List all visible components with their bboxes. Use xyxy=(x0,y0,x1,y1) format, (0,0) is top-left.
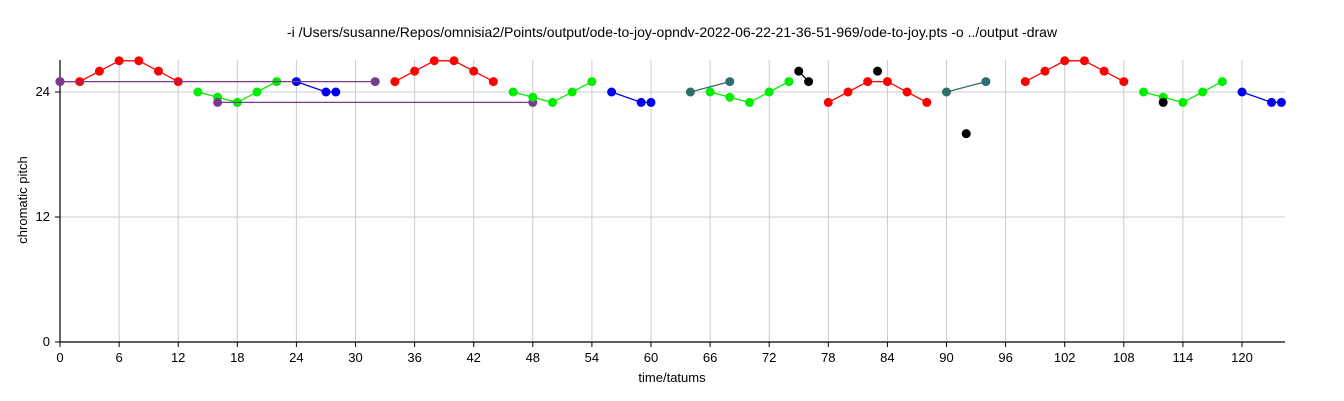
y-tick-label: 12 xyxy=(36,209,50,224)
x-tick-label: 6 xyxy=(115,350,122,365)
data-point xyxy=(607,87,617,97)
x-tick-label: 0 xyxy=(56,350,63,365)
data-point xyxy=(55,77,65,87)
series-line xyxy=(1024,60,1125,83)
x-tick-label: 12 xyxy=(171,350,185,365)
data-point xyxy=(705,87,715,97)
data-point xyxy=(646,97,656,107)
data-point xyxy=(370,77,380,87)
data-point xyxy=(1217,77,1227,87)
data-point xyxy=(193,87,203,97)
data-point xyxy=(784,77,794,87)
x-tick-label: 84 xyxy=(880,350,894,365)
data-point xyxy=(429,56,439,66)
data-point xyxy=(873,66,883,76)
x-tick-label: 36 xyxy=(407,350,421,365)
data-point xyxy=(685,87,695,97)
data-point xyxy=(1276,97,1286,107)
x-tick-label: 42 xyxy=(466,350,480,365)
data-point xyxy=(567,87,577,97)
data-point xyxy=(1198,87,1208,97)
data-point xyxy=(114,56,124,66)
data-point xyxy=(1079,56,1089,66)
chart-title: -i /Users/susanne/Repos/omnisia2/Points/… xyxy=(287,24,1058,40)
data-point xyxy=(331,87,341,97)
x-axis-label: time/tatums xyxy=(638,370,706,385)
data-point xyxy=(804,77,814,87)
data-point xyxy=(528,92,538,102)
data-point xyxy=(213,97,223,107)
data-point xyxy=(469,66,479,76)
data-point xyxy=(1099,66,1109,76)
x-tick-label: 108 xyxy=(1113,350,1135,365)
data-point xyxy=(1158,97,1168,107)
data-point xyxy=(134,56,144,66)
data-point xyxy=(1237,87,1247,97)
x-tick-label: 96 xyxy=(998,350,1012,365)
series-line xyxy=(394,60,494,83)
data-point xyxy=(942,87,951,97)
y-axis-label: chromatic pitch xyxy=(15,156,30,243)
x-ticks: 0 6 12 18 24 30 36 42 48 54 60 66 72 78 84 90 96 102 108 11… xyxy=(56,342,1253,365)
series-line xyxy=(946,80,987,93)
y-tick-label: 24 xyxy=(36,84,50,99)
data-point xyxy=(1020,77,1030,87)
data-point xyxy=(548,97,557,107)
x-tick-label: 114 xyxy=(1173,350,1194,365)
x-tick-label: 30 xyxy=(348,350,362,365)
data-point xyxy=(902,87,912,97)
x-tick-label: 54 xyxy=(585,350,599,365)
x-tick-label: 78 xyxy=(821,350,835,365)
data-point xyxy=(764,87,774,97)
data-point xyxy=(823,97,833,107)
data-point xyxy=(252,87,262,97)
data-point xyxy=(745,97,754,107)
grid xyxy=(60,60,1285,342)
series-line xyxy=(690,80,730,93)
data-point xyxy=(981,77,991,87)
y-tick-label: 0 xyxy=(43,334,50,349)
x-tick-label: 90 xyxy=(939,350,953,365)
data-point xyxy=(488,77,498,87)
series-group xyxy=(55,56,1286,139)
data-point xyxy=(94,66,104,76)
data-point xyxy=(390,77,400,87)
data-point xyxy=(882,77,892,87)
data-point xyxy=(410,66,420,76)
data-point xyxy=(587,77,597,87)
axes xyxy=(59,60,1285,343)
x-tick-label: 60 xyxy=(644,350,658,365)
data-point xyxy=(1119,77,1129,87)
data-point xyxy=(449,56,459,66)
y-ticks: 0 12 24 xyxy=(36,84,60,349)
data-point xyxy=(725,92,735,102)
data-point xyxy=(843,87,853,97)
data-point xyxy=(863,77,873,87)
data-point xyxy=(1139,87,1148,97)
x-tick-label: 48 xyxy=(526,350,540,365)
x-tick-label: 120 xyxy=(1231,350,1253,365)
data-point xyxy=(1060,56,1070,66)
data-point xyxy=(1040,66,1050,76)
x-tick-label: 18 xyxy=(230,350,244,365)
data-point xyxy=(154,66,163,76)
x-tick-label: 102 xyxy=(1054,350,1076,365)
data-point xyxy=(636,97,646,107)
data-point xyxy=(321,87,331,97)
data-point xyxy=(1178,97,1188,107)
data-point xyxy=(794,66,804,76)
x-tick-label: 72 xyxy=(762,350,776,365)
data-point xyxy=(922,97,932,107)
x-tick-label: 66 xyxy=(703,350,717,365)
data-point xyxy=(508,87,518,97)
x-tick-label: 24 xyxy=(289,350,303,365)
data-point xyxy=(725,77,735,87)
data-point xyxy=(1267,97,1277,107)
data-point xyxy=(961,129,971,139)
